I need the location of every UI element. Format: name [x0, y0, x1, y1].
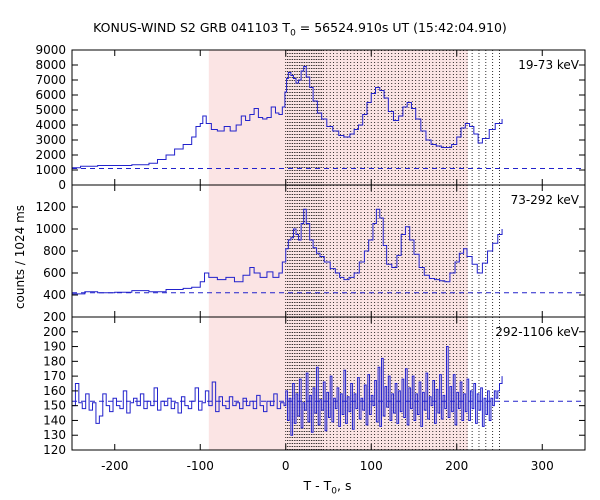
y-tick-label: 800: [43, 244, 66, 258]
panel-energy-label: 292-1106 keV: [495, 325, 579, 339]
y-tick-label: 6000: [35, 88, 66, 102]
y-tick-label: 160: [43, 384, 66, 398]
y-tick-label: 0: [58, 178, 66, 192]
y-tick-label: 150: [43, 399, 66, 413]
y-tick-label: 190: [43, 340, 66, 354]
panel-energy-label: 73-292 keV: [511, 193, 580, 207]
x-tick-label: 0: [282, 459, 290, 473]
y-tick-label: 3000: [35, 133, 66, 147]
y-tick-label: 8000: [35, 58, 66, 72]
x-tick-label: 100: [360, 459, 383, 473]
y-tick-label: 4000: [35, 118, 66, 132]
shaded-interval: [208, 50, 468, 450]
y-tick-label: 400: [43, 288, 66, 302]
y-tick-label: 7000: [35, 73, 66, 87]
title-suffix: = 56524.910s UT (15:42:04.910): [295, 20, 507, 35]
light-curve-series: [72, 346, 503, 436]
y-tick-label: 9000: [35, 43, 66, 57]
y-tick-label: 200: [43, 310, 66, 324]
light-curve-series: [72, 208, 503, 295]
y-axis-label: counts / 1024 ms: [13, 204, 27, 310]
y-tick-label: 140: [43, 413, 66, 427]
y-tick-label: 170: [43, 369, 66, 383]
light-curve-series: [72, 66, 503, 169]
y-tick-label: 2000: [35, 148, 66, 162]
panel-frame: [71, 316, 586, 451]
chart-title: KONUS-WIND S2 GRB 041103 T0 = 56524.910s…: [0, 20, 600, 39]
x-tick-label: -100: [187, 459, 214, 473]
x-tick-label: 200: [445, 459, 468, 473]
title-subscript: 0: [290, 28, 296, 39]
x-tick-label: 300: [531, 459, 554, 473]
title-prefix: KONUS-WIND S2 GRB 041103 T: [93, 20, 291, 35]
y-tick-label: 1000: [35, 222, 66, 236]
xlabel-suffix: , s: [337, 478, 352, 493]
xlabel-subscript: 0: [331, 486, 337, 497]
y-tick-label: 1000: [35, 163, 66, 177]
x-axis-label: T - T0, s: [0, 478, 600, 497]
y-tick-label: 1200: [35, 200, 66, 214]
y-tick-label: 180: [43, 354, 66, 368]
xlabel-prefix: T - T: [303, 478, 332, 493]
y-tick-label: 600: [43, 266, 66, 280]
x-tick-label: -200: [101, 459, 128, 473]
y-tick-label: 120: [43, 443, 66, 457]
panel-energy-label: 19-73 keV: [518, 58, 580, 72]
y-tick-label: 5000: [35, 103, 66, 117]
y-tick-label: 200: [43, 325, 66, 339]
y-tick-label: 130: [43, 428, 66, 442]
